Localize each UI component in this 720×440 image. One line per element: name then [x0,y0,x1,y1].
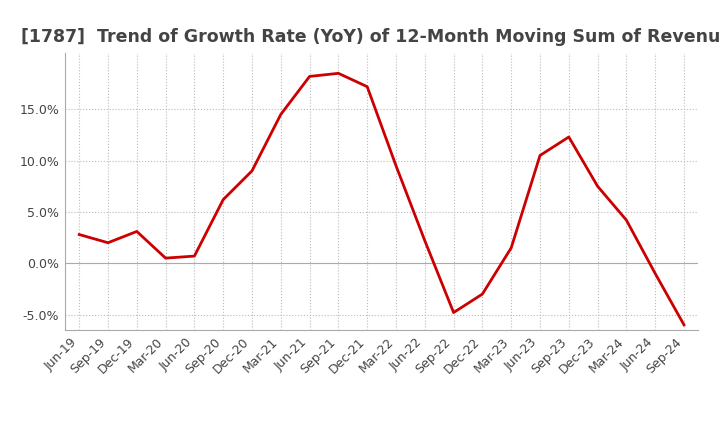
Title: [1787]  Trend of Growth Rate (YoY) of 12-Month Moving Sum of Revenues: [1787] Trend of Growth Rate (YoY) of 12-… [21,28,720,46]
